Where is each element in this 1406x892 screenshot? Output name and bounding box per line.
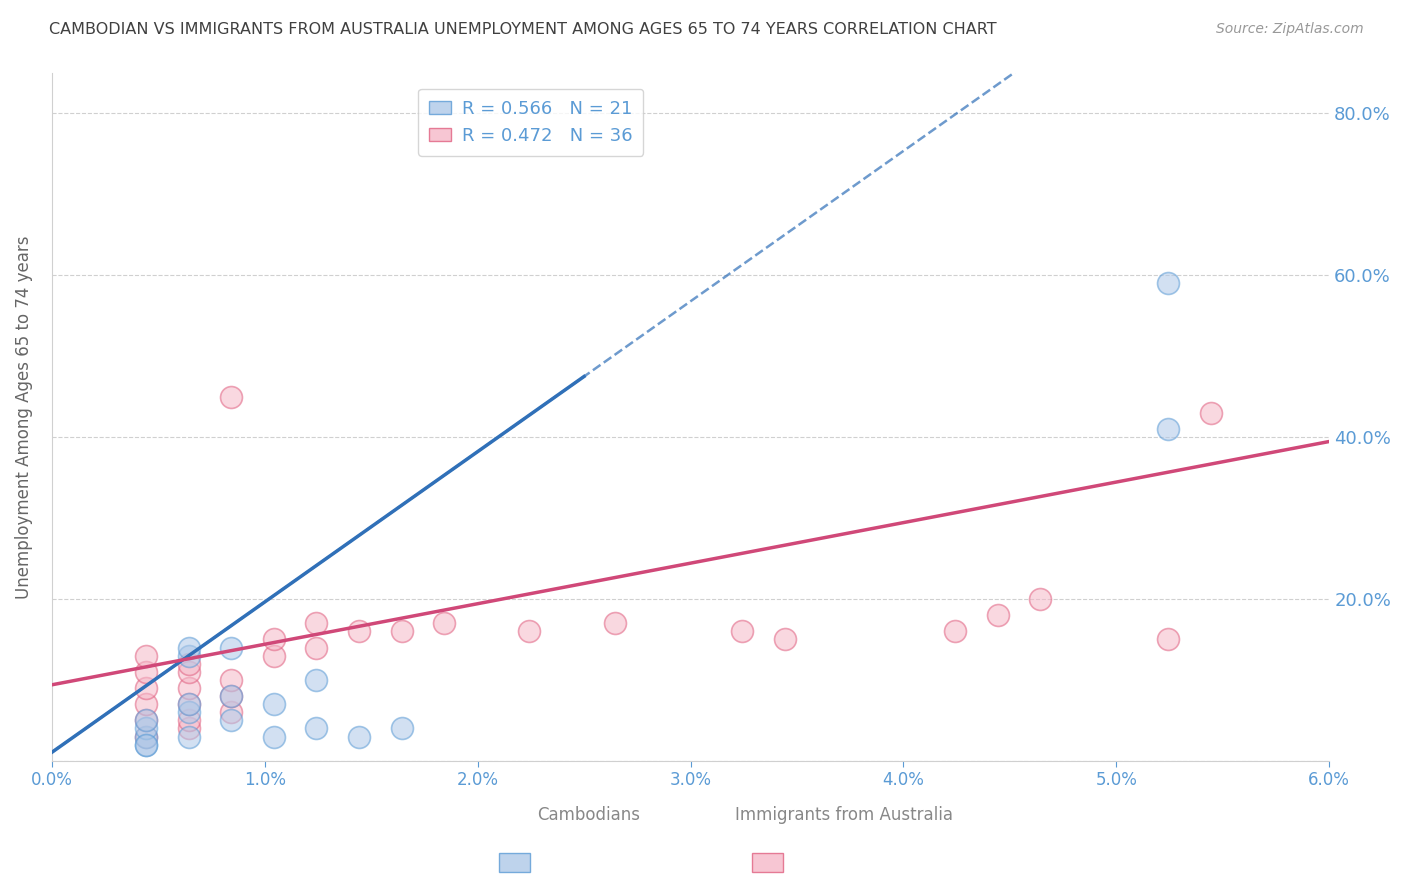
Point [62,730,84,744]
Legend: R = 0.566   N = 21, R = 0.472   N = 36: R = 0.566 N = 21, R = 0.472 N = 36 [419,89,644,155]
Point [62,648,84,663]
Text: Immigrants from Australia: Immigrants from Australia [735,805,953,823]
Point [786,608,808,623]
Point [83,697,105,711]
Point [83,730,105,744]
Point [83,640,105,655]
Point [595,406,617,420]
Point [83,706,105,720]
Point [148,673,170,687]
Point [83,665,105,679]
Point [62,697,84,711]
Text: Cambodians: Cambodians [537,805,640,823]
Point [104,706,127,720]
Text: Source: ZipAtlas.com: Source: ZipAtlas.com [1216,22,1364,37]
Point [83,648,105,663]
Point [125,697,148,711]
Y-axis label: Unemployment Among Ages 65 to 74 years: Unemployment Among Ages 65 to 74 years [15,235,32,599]
Point [893,600,915,615]
Point [297,616,319,631]
Point [104,689,127,703]
Point [104,673,127,687]
Point [83,657,105,671]
Point [125,730,148,744]
Point [211,616,233,631]
Point [572,632,595,647]
Point [148,616,170,631]
Point [62,730,84,744]
Point [488,608,510,623]
Point [83,722,105,736]
Point [62,714,84,728]
Point [125,648,148,663]
Point [572,277,595,291]
Point [169,730,191,744]
Point [148,722,170,736]
Point [381,632,404,647]
Point [509,592,531,607]
Point [62,714,84,728]
Point [360,624,382,639]
Point [125,632,148,647]
Point [679,714,702,728]
Point [190,722,212,736]
Point [104,390,127,404]
Point [1212,227,1234,242]
Point [62,681,84,695]
Point [190,624,212,639]
Point [104,714,127,728]
Point [104,640,127,655]
Point [721,706,744,720]
Point [83,681,105,695]
Point [467,624,489,639]
Point [253,624,276,639]
Point [62,722,84,736]
Point [83,714,105,728]
Point [62,665,84,679]
Point [62,738,84,752]
Text: CAMBODIAN VS IMMIGRANTS FROM AUSTRALIA UNEMPLOYMENT AMONG AGES 65 TO 74 YEARS CO: CAMBODIAN VS IMMIGRANTS FROM AUSTRALIA U… [49,22,997,37]
Point [104,689,127,703]
Point [169,624,191,639]
Point [83,697,105,711]
Point [148,640,170,655]
Point [62,738,84,752]
Point [572,422,595,436]
